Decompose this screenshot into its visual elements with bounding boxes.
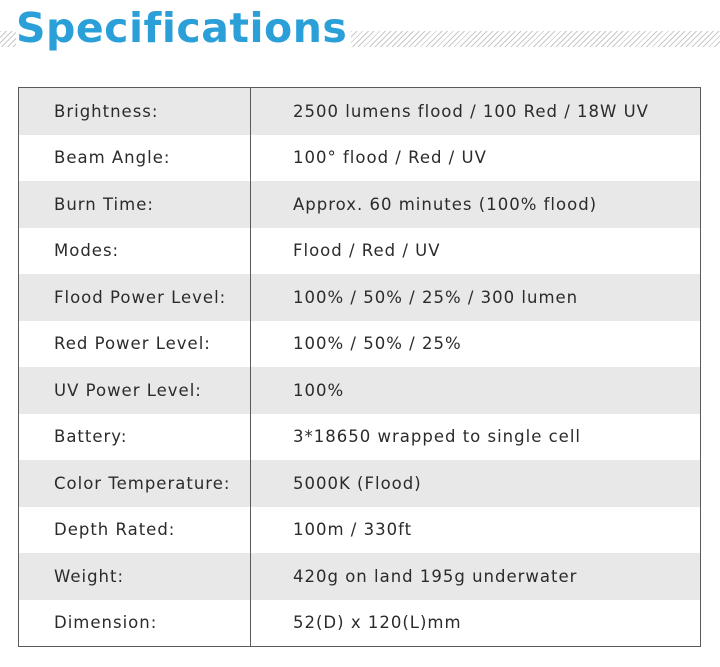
spec-value: 100° flood / Red / UV: [293, 148, 487, 168]
spec-row-depth-rated: Depth Rated: 100m / 330ft: [18, 506, 701, 553]
spec-row-beam-angle: Beam Angle: 100° flood / Red / UV: [18, 134, 701, 181]
spec-label: Flood Power Level:: [18, 274, 251, 321]
spec-row-weight: Weight: 420g on land 195g underwater: [18, 553, 701, 600]
spec-value: 100%: [250, 367, 701, 414]
spec-label: Weight:: [18, 553, 251, 600]
spec-row-brightness: Brightness: 2500 lumens flood / 100 Red …: [18, 87, 701, 135]
spec-row-flood-power-level: Flood Power Level: 100% / 50% / 25% / 30…: [18, 274, 701, 321]
spec-label: Brightness:: [18, 87, 251, 135]
spec-value: 52(D) x 120(L)mm: [293, 613, 462, 633]
spec-row-red-power-level: Red Power Level: 100% / 50% / 25%: [18, 320, 701, 367]
spec-label: Color Temperature:: [18, 460, 251, 507]
spec-value: 100% / 50% / 25%: [293, 334, 462, 354]
spec-row-modes: Modes: Flood / Red / UV: [18, 227, 701, 274]
spec-label: UV Power Level:: [18, 367, 251, 414]
page-title: Specifications: [16, 0, 352, 56]
spec-label: Beam Angle:: [18, 134, 251, 181]
spec-row-uv-power-level: UV Power Level: 100%: [18, 367, 701, 414]
spec-label: Red Power Level:: [18, 320, 251, 367]
spec-label: Depth Rated:: [18, 506, 251, 553]
spec-value: 5000K (Flood): [250, 460, 701, 507]
spec-value: 2500 lumens flood / 100 Red / 18W UV: [250, 87, 701, 135]
spec-row-battery: Battery: 3*18650 wrapped to single cell: [18, 413, 701, 460]
spec-row-burn-time: Burn Time: Approx. 60 minutes (100% floo…: [18, 181, 701, 228]
spec-row-dimension: Dimension: 52(D) x 120(L)mm: [18, 599, 701, 647]
spec-label: Dimension:: [18, 599, 251, 647]
spec-row-color-temperature: Color Temperature: 5000K (Flood): [18, 460, 701, 507]
spec-value: 3*18650 wrapped to single cell: [293, 427, 581, 447]
spec-table: Brightness: 2500 lumens flood / 100 Red …: [18, 87, 701, 647]
spec-value: 420g on land 195g underwater: [250, 553, 701, 600]
spec-label: Modes:: [18, 227, 251, 274]
spec-value: Flood / Red / UV: [293, 241, 441, 261]
spec-label: Battery:: [18, 413, 251, 460]
spec-value: Approx. 60 minutes (100% flood): [250, 181, 701, 228]
spec-label: Burn Time:: [18, 181, 251, 228]
spec-value: 100m / 330ft: [293, 520, 413, 540]
header: Specifications: [0, 0, 720, 60]
spec-value: 100% / 50% / 25% / 300 lumen: [250, 274, 701, 321]
